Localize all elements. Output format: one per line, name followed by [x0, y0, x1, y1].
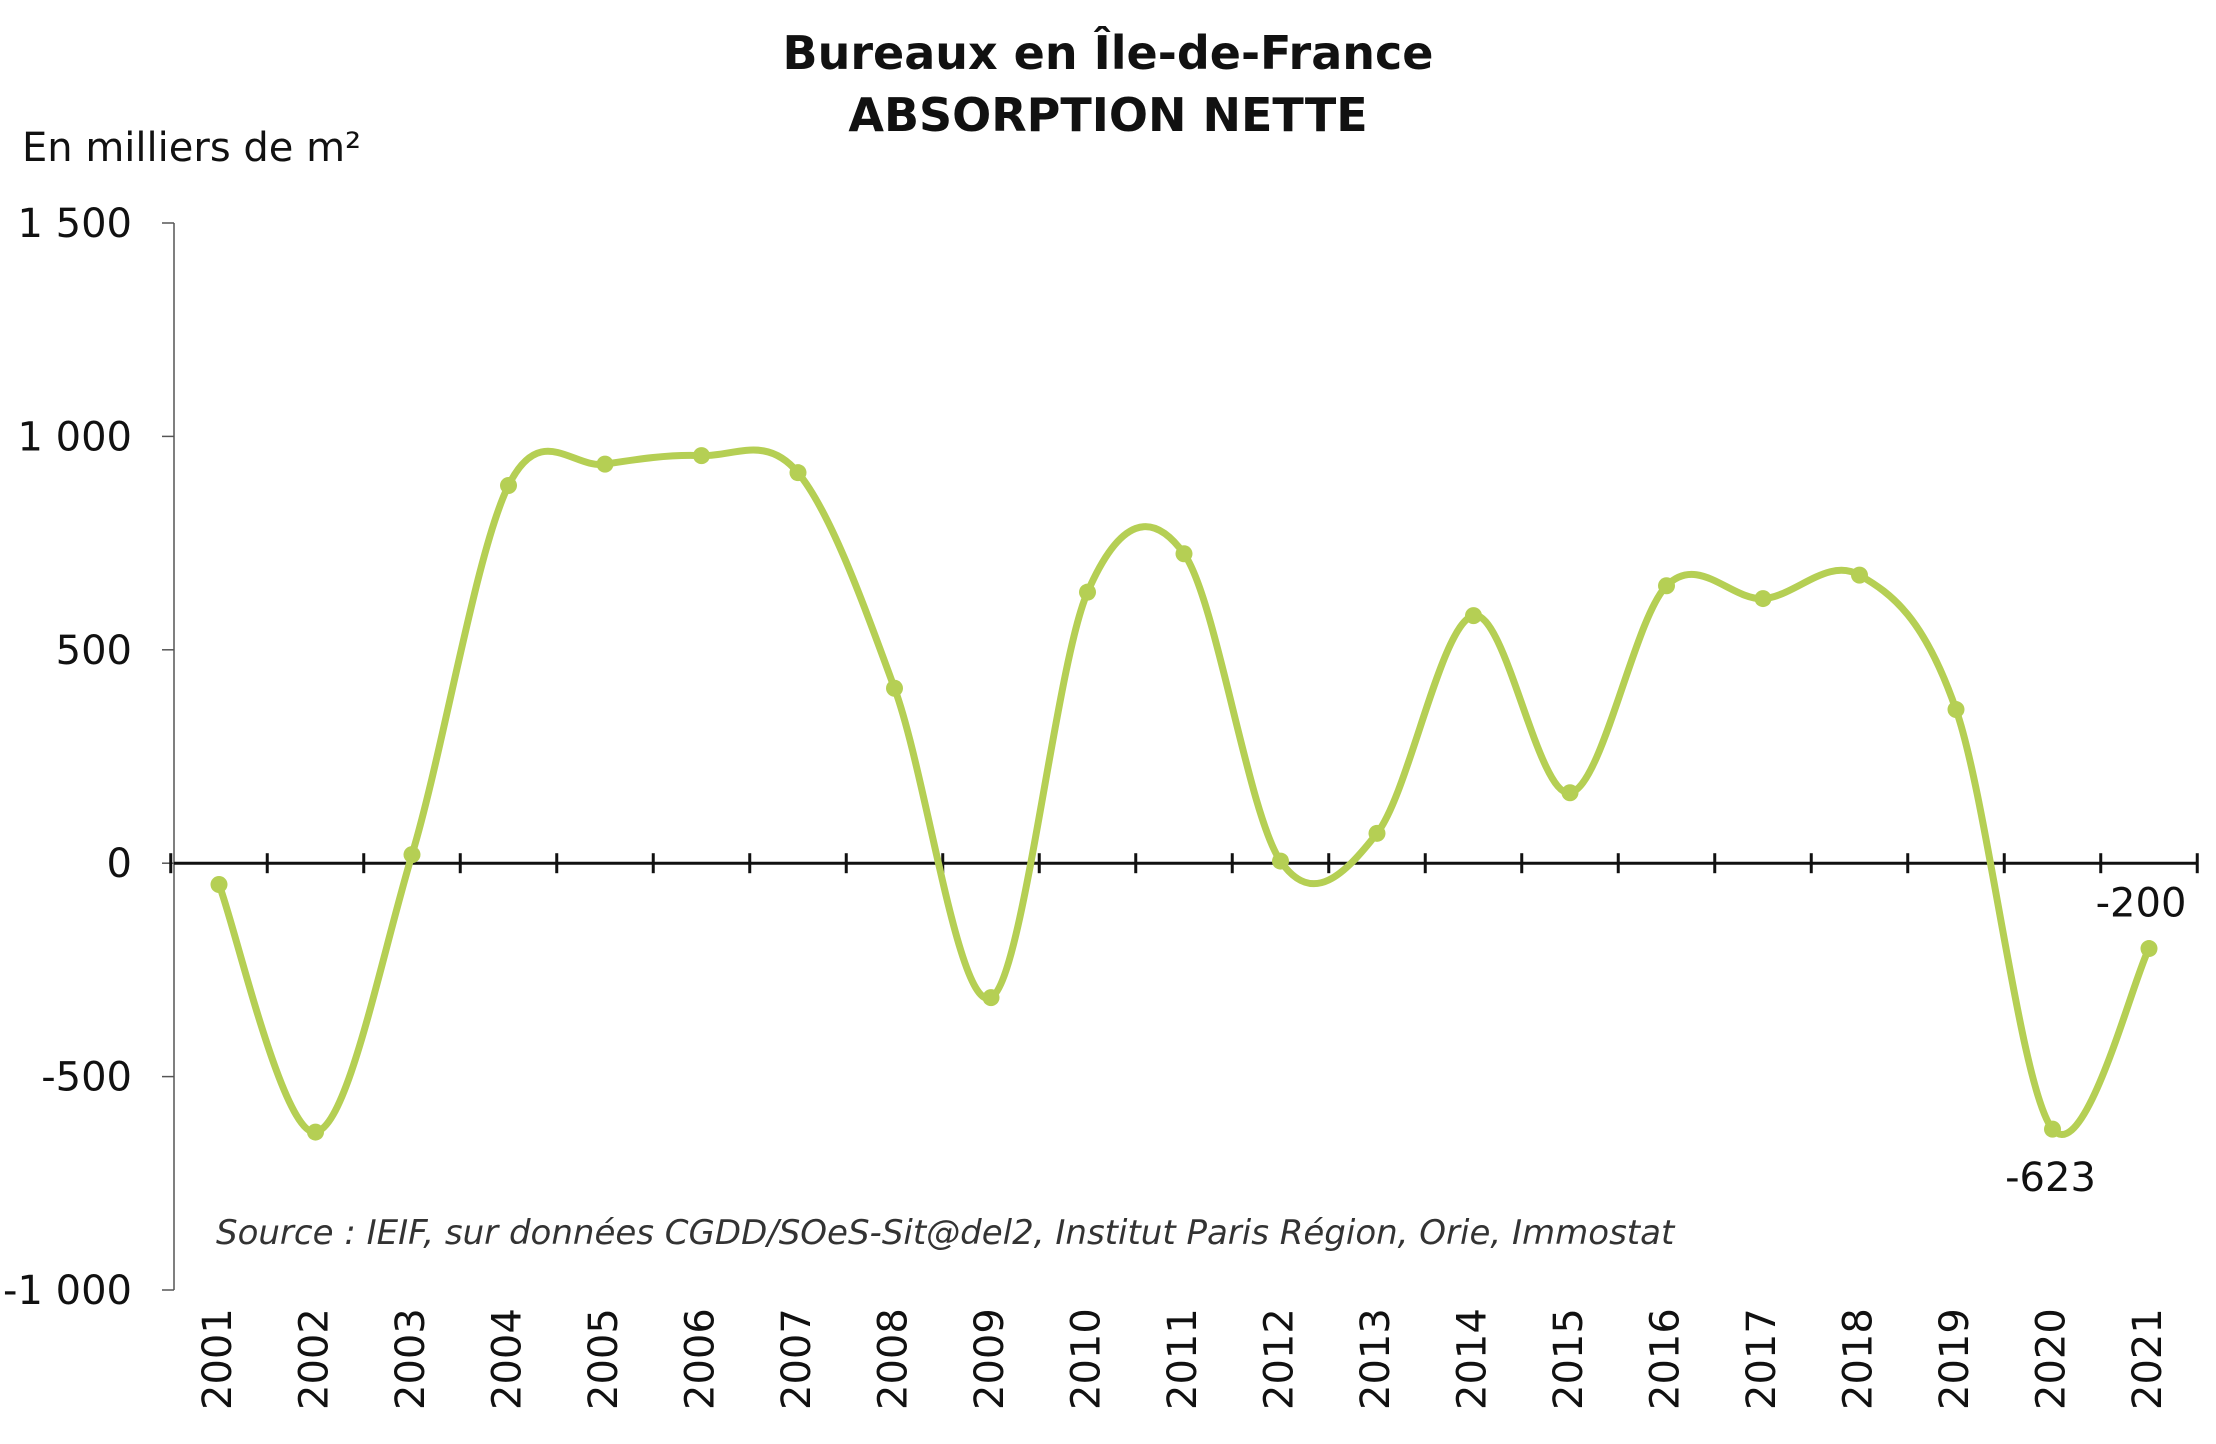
y-tick-label: 1 500 — [17, 201, 132, 247]
data-point — [789, 464, 807, 482]
data-point — [1465, 607, 1482, 625]
x-tick-label: 2015 — [1546, 1308, 1592, 1410]
x-tick-label: 2012 — [1257, 1308, 1303, 1410]
source-note: Source : IEIF, sur données CGDD/SOeS-Sit… — [216, 1213, 1676, 1253]
data-point — [2044, 1120, 2061, 1138]
data-point — [403, 846, 421, 864]
data-point — [1947, 701, 1965, 719]
data-point — [1561, 784, 1579, 802]
x-tick-label: 2004 — [485, 1308, 531, 1410]
chart-title-block: Bureaux en Île-de-France ABSORPTION NETT… — [0, 22, 2216, 146]
data-point — [307, 1123, 324, 1141]
data-label: -623 — [2005, 1155, 2096, 1201]
x-tick-label: 2017 — [1739, 1308, 1785, 1410]
data-point — [2140, 940, 2158, 958]
labels-group: -623 -200 Source : IEIF, sur données CGDD/… — [216, 881, 2186, 1253]
data-point — [886, 679, 903, 697]
x-tick-label: 2002 — [292, 1308, 338, 1410]
x-tick-label: 2005 — [581, 1308, 627, 1410]
data-point — [500, 476, 517, 494]
data-point — [596, 455, 614, 473]
data-point — [982, 989, 1000, 1007]
x-tick-label: 2016 — [1643, 1308, 1689, 1410]
x-tick-label: 2021 — [2125, 1308, 2171, 1410]
y-tick-label: 500 — [56, 628, 132, 674]
x-tick-label: 2011 — [1160, 1308, 1206, 1410]
y-tick-label: -1 000 — [3, 1268, 132, 1314]
chart-subtitle: ABSORPTION NETTE — [848, 88, 1368, 142]
y-tick-label: -500 — [41, 1055, 132, 1101]
data-point — [1368, 824, 1386, 842]
series-group — [210, 446, 2158, 1141]
x-tick-label: 2020 — [2029, 1308, 2075, 1410]
chart-title: Bureaux en Île-de-France — [782, 26, 1434, 80]
x-tick-label: 2001 — [195, 1308, 241, 1410]
x-tick-label: 2013 — [1353, 1308, 1399, 1410]
x-tick-label: 2014 — [1450, 1308, 1496, 1410]
y-axis-label: En milliers de m² — [22, 125, 362, 171]
data-point — [210, 876, 228, 894]
data-point — [1272, 852, 1289, 870]
axes-group: -1 000 -500 0 500 1 000 1 500 2001 2002 2003 2004… — [3, 201, 2199, 1410]
x-tick-label: 2018 — [1836, 1308, 1882, 1410]
x-tick-label: 2019 — [1932, 1308, 1978, 1410]
x-tick-label: 2006 — [678, 1308, 724, 1410]
x-tick-label: 2010 — [1064, 1308, 1110, 1410]
x-tick-label: 2007 — [774, 1308, 820, 1410]
data-point — [1658, 577, 1675, 595]
y-tick-label: 0 — [107, 841, 132, 887]
x-tick-label: 2008 — [871, 1308, 917, 1410]
data-point — [1851, 566, 1868, 584]
x-tick-label: 2003 — [388, 1308, 434, 1410]
data-label: -200 — [2096, 881, 2187, 927]
x-tick-label: 2009 — [967, 1308, 1013, 1410]
y-tick-label: 1 000 — [17, 414, 132, 460]
data-point — [1754, 590, 1772, 608]
data-point — [1079, 583, 1096, 601]
data-point — [1175, 545, 1193, 563]
data-point — [693, 447, 710, 465]
